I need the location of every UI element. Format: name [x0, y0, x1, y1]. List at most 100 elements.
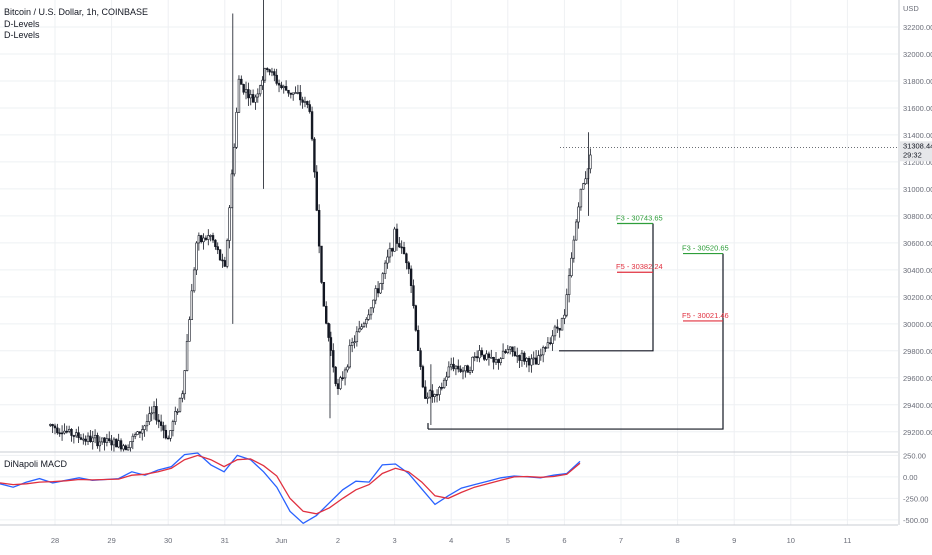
price-tick-label: 31600.00 [903, 104, 932, 113]
candle-body [282, 86, 285, 89]
candle-body [141, 429, 144, 434]
candle-body [110, 440, 113, 446]
candle-body [341, 377, 344, 379]
candle-body [218, 249, 222, 261]
candle-body [589, 154, 592, 170]
candle-body [320, 245, 323, 283]
candle-body [105, 438, 109, 443]
candle-body [266, 68, 269, 70]
candle-body [207, 235, 210, 240]
candle-body [412, 285, 415, 306]
candle-body [393, 228, 396, 252]
candle-body [386, 256, 389, 264]
candle-body [84, 438, 87, 442]
candle-body [197, 235, 201, 244]
candle-body [178, 397, 182, 412]
candle-body [537, 355, 540, 365]
candle-body [438, 387, 441, 395]
candle-body [325, 305, 328, 324]
candle-body [560, 318, 564, 331]
candle-body [520, 352, 524, 361]
macd-lines [0, 452, 581, 525]
macd-tick-label: 0.00 [903, 473, 918, 482]
candle-body [570, 257, 573, 277]
candle-body [523, 352, 526, 362]
candle-body [188, 319, 191, 342]
candle-body [360, 326, 363, 330]
candle-body [315, 171, 318, 211]
time-tick-label: 11 [844, 536, 852, 545]
symbol-title[interactable]: Bitcoin / U.S. Dollar, 1h, COINBASE [4, 7, 149, 17]
candle-body [152, 406, 156, 414]
d-level-brackets [427, 223, 724, 430]
time-tick-label: 29 [107, 536, 115, 545]
candle-body [58, 432, 61, 435]
currency-label: USD [903, 4, 919, 13]
candle-body [157, 419, 160, 423]
candle-body [353, 341, 356, 344]
price-tick-label: 30400.00 [903, 266, 932, 275]
candle-body [525, 358, 528, 362]
candle-body [317, 210, 321, 247]
candle-body [322, 281, 326, 307]
candle-body [421, 366, 425, 388]
candle-body [558, 327, 561, 331]
candlestick-series [49, 0, 592, 452]
candle-body [457, 365, 460, 370]
candle-body [532, 357, 535, 360]
candle-body [492, 356, 495, 363]
macd-panel-title[interactable]: DiNapoli MACD [4, 459, 68, 469]
price-tick-label: 31000.00 [903, 185, 932, 194]
candle-body [96, 434, 99, 447]
countdown-value: 29:32 [903, 150, 922, 159]
price-tick-label: 32200.00 [903, 23, 932, 32]
candle-body [541, 347, 545, 356]
candle-body [181, 393, 184, 399]
candle-body [155, 406, 158, 421]
price-tick-label: 31400.00 [903, 131, 932, 140]
time-tick-label: 10 [787, 536, 795, 545]
candle-body [584, 178, 587, 185]
indicator-legend-1[interactable]: D-Levels [4, 19, 40, 29]
candle-body [223, 260, 226, 267]
candle-body [115, 438, 118, 448]
candle-body [490, 356, 493, 359]
candle-body [235, 111, 238, 148]
candle-body [233, 146, 236, 175]
candle-body [174, 411, 177, 422]
candle-body [124, 445, 127, 451]
indicator-legend-2[interactable]: D-Levels [4, 30, 40, 40]
price-tick-label: 30600.00 [903, 239, 932, 248]
candle-body [549, 342, 552, 344]
candle-body [426, 396, 429, 399]
candle-body [202, 237, 205, 243]
candle-body [119, 440, 123, 450]
price-tick-label: 31200.00 [903, 158, 932, 167]
price-tick-label: 29800.00 [903, 347, 932, 356]
candle-body [513, 351, 517, 357]
candle-body [365, 319, 368, 325]
time-tick-label: 31 [221, 536, 229, 545]
candle-body [574, 221, 578, 241]
candle-body [60, 432, 64, 435]
candle-body [579, 188, 583, 208]
d-level-label: F5 - 30382.24 [616, 262, 663, 271]
candle-body [447, 366, 451, 378]
d-level-label: F3 - 30520.65 [682, 244, 729, 253]
candle-body [268, 69, 271, 73]
candle-body [145, 421, 149, 427]
candle-body [539, 354, 543, 357]
candle-body [306, 101, 309, 105]
candle-body [244, 89, 248, 93]
candle-body [407, 262, 410, 270]
candle-body [77, 432, 80, 438]
candle-body [103, 437, 106, 443]
candle-body [164, 429, 168, 439]
candle-body [499, 358, 502, 363]
candle-body [494, 359, 498, 363]
candle-body [424, 386, 427, 399]
time-tick-label: 9 [732, 536, 736, 545]
candle-body [162, 425, 165, 431]
